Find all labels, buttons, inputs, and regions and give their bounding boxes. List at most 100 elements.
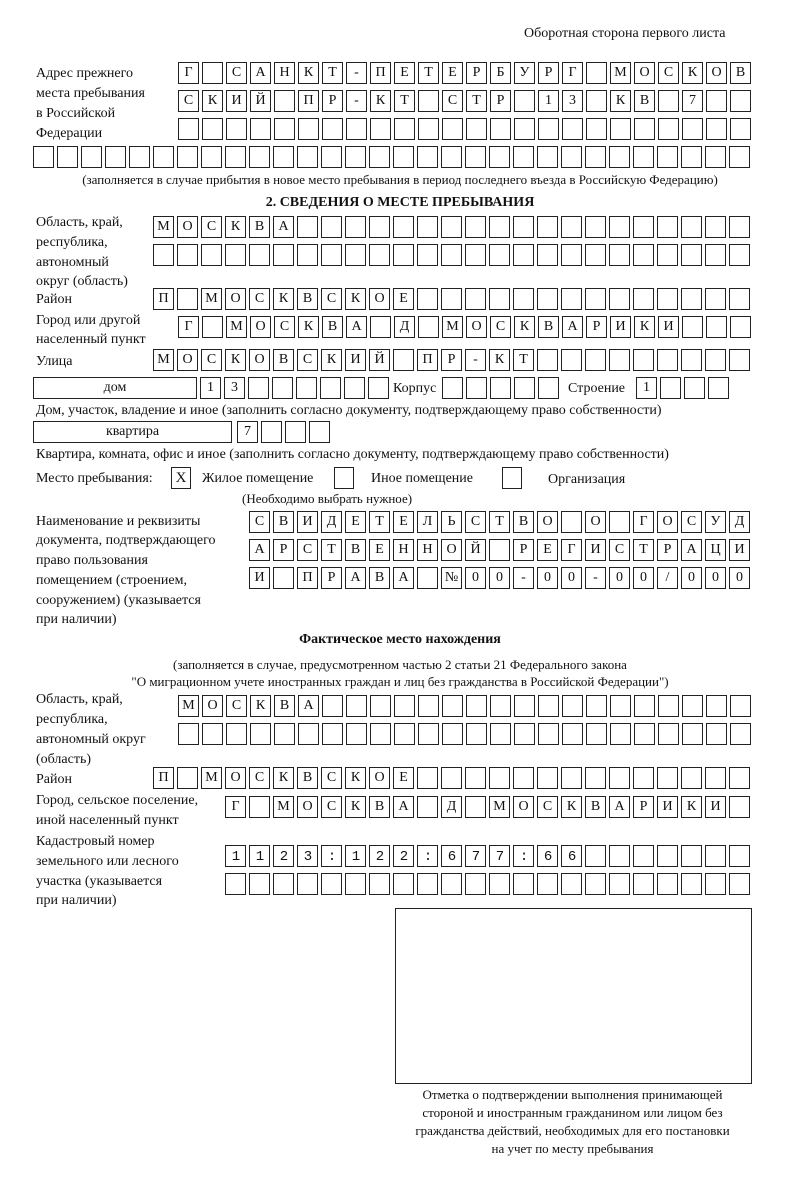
char-cell[interactable] [225,244,246,266]
char-cell[interactable]: О [202,695,223,717]
char-cell[interactable] [153,244,174,266]
char-cell[interactable] [297,845,318,867]
char-cell[interactable] [489,216,510,238]
char-cell[interactable] [609,511,630,533]
char-cell[interactable]: Т [513,349,534,371]
char-cell[interactable] [321,873,342,895]
char-cell[interactable] [658,723,679,745]
char-cell[interactable]: Е [394,62,415,84]
char-cell[interactable] [489,767,510,789]
char-cell[interactable]: К [273,767,294,789]
char-cell[interactable]: О [249,349,270,371]
char-cell[interactable] [706,723,727,745]
char-cell[interactable] [273,567,294,589]
char-cell[interactable]: В [369,567,390,589]
char-cell[interactable] [489,288,510,310]
char-cell[interactable] [345,873,366,895]
char-cell[interactable]: Ь [441,511,462,533]
char-cell[interactable]: Г [633,511,654,533]
char-cell[interactable]: Е [537,539,558,561]
char-cell[interactable] [705,873,726,895]
char-cell[interactable] [657,845,678,867]
char-cell[interactable] [320,377,341,399]
char-cell[interactable]: К [681,796,702,818]
char-cell[interactable]: В [249,216,270,238]
char-cell[interactable]: Р [633,796,654,818]
char-cell[interactable] [538,695,559,717]
char-cell[interactable] [490,695,511,717]
char-cell[interactable] [393,873,414,895]
char-cell[interactable] [609,288,630,310]
checkbox-other-premises[interactable] [334,467,354,489]
char-cell[interactable] [417,796,438,818]
char-cell[interactable] [442,377,463,399]
char-cell[interactable] [537,216,558,238]
char-cell[interactable]: Н [393,539,414,561]
char-cell[interactable]: 1 [636,377,657,399]
char-cell[interactable] [345,845,366,867]
char-cell[interactable] [272,377,293,399]
char-cell[interactable]: К [682,62,703,84]
char-cell[interactable] [465,244,486,266]
char-cell[interactable]: Е [393,767,414,789]
char-cell[interactable] [730,90,751,112]
char-cell[interactable] [465,796,486,818]
char-cell[interactable]: С [658,62,679,84]
char-cell[interactable] [561,216,582,238]
char-cell[interactable] [297,244,318,266]
char-cell[interactable] [177,244,198,266]
char-cell[interactable] [201,244,222,266]
char-cell[interactable] [442,695,463,717]
char-cell[interactable] [285,421,306,443]
char-cell[interactable] [466,695,487,717]
char-cell[interactable]: С [178,90,199,112]
char-cell[interactable]: Б [490,62,511,84]
char-cell[interactable] [490,723,511,745]
char-cell[interactable] [369,244,390,266]
char-cell[interactable] [346,118,367,140]
char-cell[interactable]: Т [394,90,415,112]
char-cell[interactable] [657,767,678,789]
char-cell[interactable] [225,146,246,168]
char-cell[interactable] [561,873,582,895]
apartment-type-field[interactable]: квартира [33,421,232,443]
char-cell[interactable] [730,723,751,745]
char-cell[interactable] [369,873,390,895]
char-cell[interactable]: А [273,216,294,238]
char-cell[interactable] [706,118,727,140]
char-cell[interactable] [681,146,702,168]
char-cell[interactable]: С [249,511,270,533]
char-cell[interactable] [393,216,414,238]
char-cell[interactable] [177,146,198,168]
char-cell[interactable]: С [490,316,511,338]
char-cell[interactable] [345,244,366,266]
char-cell[interactable] [586,62,607,84]
char-cell[interactable]: 7 [237,421,258,443]
char-cell[interactable] [322,118,343,140]
char-cell[interactable] [681,349,702,371]
char-cell[interactable]: О [634,62,655,84]
char-cell[interactable]: О [369,767,390,789]
char-cell[interactable] [321,146,342,168]
char-cell[interactable] [585,767,606,789]
char-cell[interactable]: 0 [633,567,654,589]
char-cell[interactable]: М [489,796,510,818]
char-cell[interactable]: В [538,316,559,338]
char-cell[interactable] [418,90,439,112]
char-cell[interactable]: К [250,695,271,717]
char-cell[interactable]: К [561,796,582,818]
char-cell[interactable]: А [249,539,270,561]
char-cell[interactable] [585,244,606,266]
char-cell[interactable] [273,244,294,266]
char-cell[interactable] [489,146,510,168]
char-cell[interactable]: И [226,90,247,112]
char-cell[interactable] [273,845,294,867]
char-cell[interactable] [441,845,462,867]
char-cell[interactable]: М [273,796,294,818]
char-cell[interactable]: Т [466,90,487,112]
char-cell[interactable] [513,767,534,789]
char-cell[interactable] [681,767,702,789]
char-cell[interactable] [393,845,414,867]
char-cell[interactable]: В [322,316,343,338]
char-cell[interactable]: И [297,511,318,533]
